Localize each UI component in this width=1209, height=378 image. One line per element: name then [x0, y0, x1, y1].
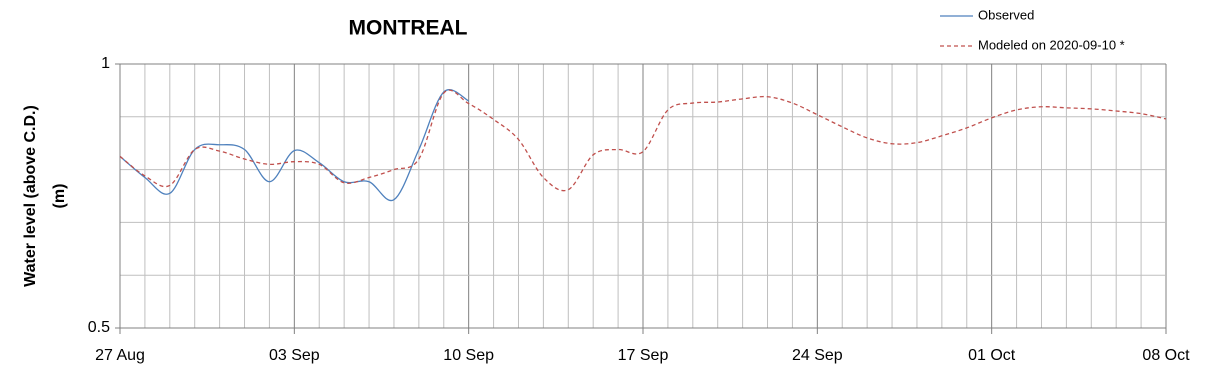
x-tick-label: 17 Sep: [618, 347, 669, 364]
x-tick-label: 10 Sep: [443, 347, 494, 364]
y-tick-label: 0.5: [88, 319, 110, 336]
x-tick-label: 08 Oct: [1142, 347, 1190, 364]
x-tick-label: 27 Aug: [95, 347, 145, 364]
x-tick-label: 03 Sep: [269, 347, 320, 364]
chart-title: MONTREAL: [349, 17, 468, 40]
x-tick-label: 01 Oct: [968, 347, 1016, 364]
y-axis-label: Water level (above C.D.): [22, 105, 39, 287]
y-axis-label: (m): [51, 184, 68, 209]
y-tick-label: 1: [101, 55, 110, 72]
legend-label: Observed: [978, 7, 1034, 22]
legend-label: Modeled on 2020-09-10 *: [978, 37, 1125, 52]
data-line: [119, 89, 1167, 192]
x-tick-label: 24 Sep: [792, 347, 843, 364]
